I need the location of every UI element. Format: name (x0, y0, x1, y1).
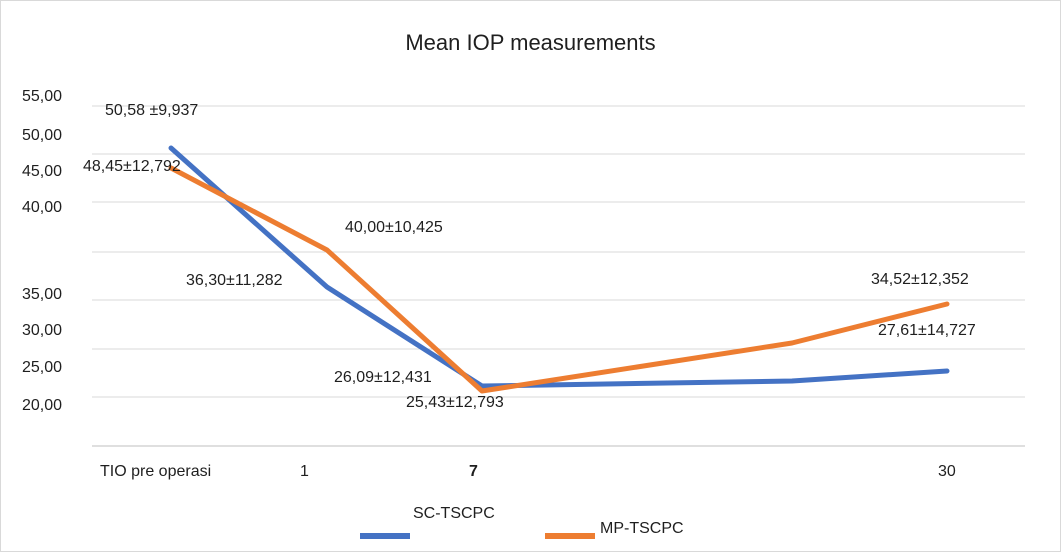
data-label: 40,00±10,425 (345, 219, 443, 236)
series-line-mp-tscpc (168, 165, 950, 394)
data-label: 27,61±14,727 (878, 322, 976, 339)
data-label: 50,58 ±9,937 (105, 102, 199, 119)
legend-swatch-mp-tscpc (545, 533, 595, 539)
legend-label-sc-tscpc: SC-TSCPC (413, 505, 495, 522)
data-label: 48,45±12,792 (83, 158, 181, 175)
data-label: 26,09±12,431 (334, 369, 432, 386)
y-tick-label: 40,00 (22, 199, 63, 216)
x-tick-label: TIO pre operasi (100, 463, 212, 480)
legend-swatch-sc-tscpc (360, 533, 410, 539)
legend-label-mp-tscpc: MP-TSCPC (600, 520, 684, 537)
x-tick-label: 30 (938, 463, 956, 480)
y-tick-label: 45,00 (22, 163, 63, 180)
y-tick-label: 55,00 (22, 88, 63, 105)
series-line-sc-tscpc (168, 145, 950, 389)
data-label: 36,30±11,282 (186, 272, 283, 289)
x-tick-label: 7 (469, 463, 478, 480)
y-tick-label: 25,00 (22, 359, 63, 376)
data-label: 25,43±12,793 (406, 394, 504, 411)
y-tick-label: 30,00 (22, 322, 63, 339)
chart-title: Mean IOP measurements (405, 30, 656, 55)
y-tick-label: 35,00 (22, 286, 63, 303)
x-tick-label: 1 (300, 463, 309, 480)
y-tick-label: 50,00 (22, 127, 63, 144)
data-label: 34,52±12,352 (871, 271, 969, 288)
y-tick-label: 20,00 (22, 397, 63, 414)
